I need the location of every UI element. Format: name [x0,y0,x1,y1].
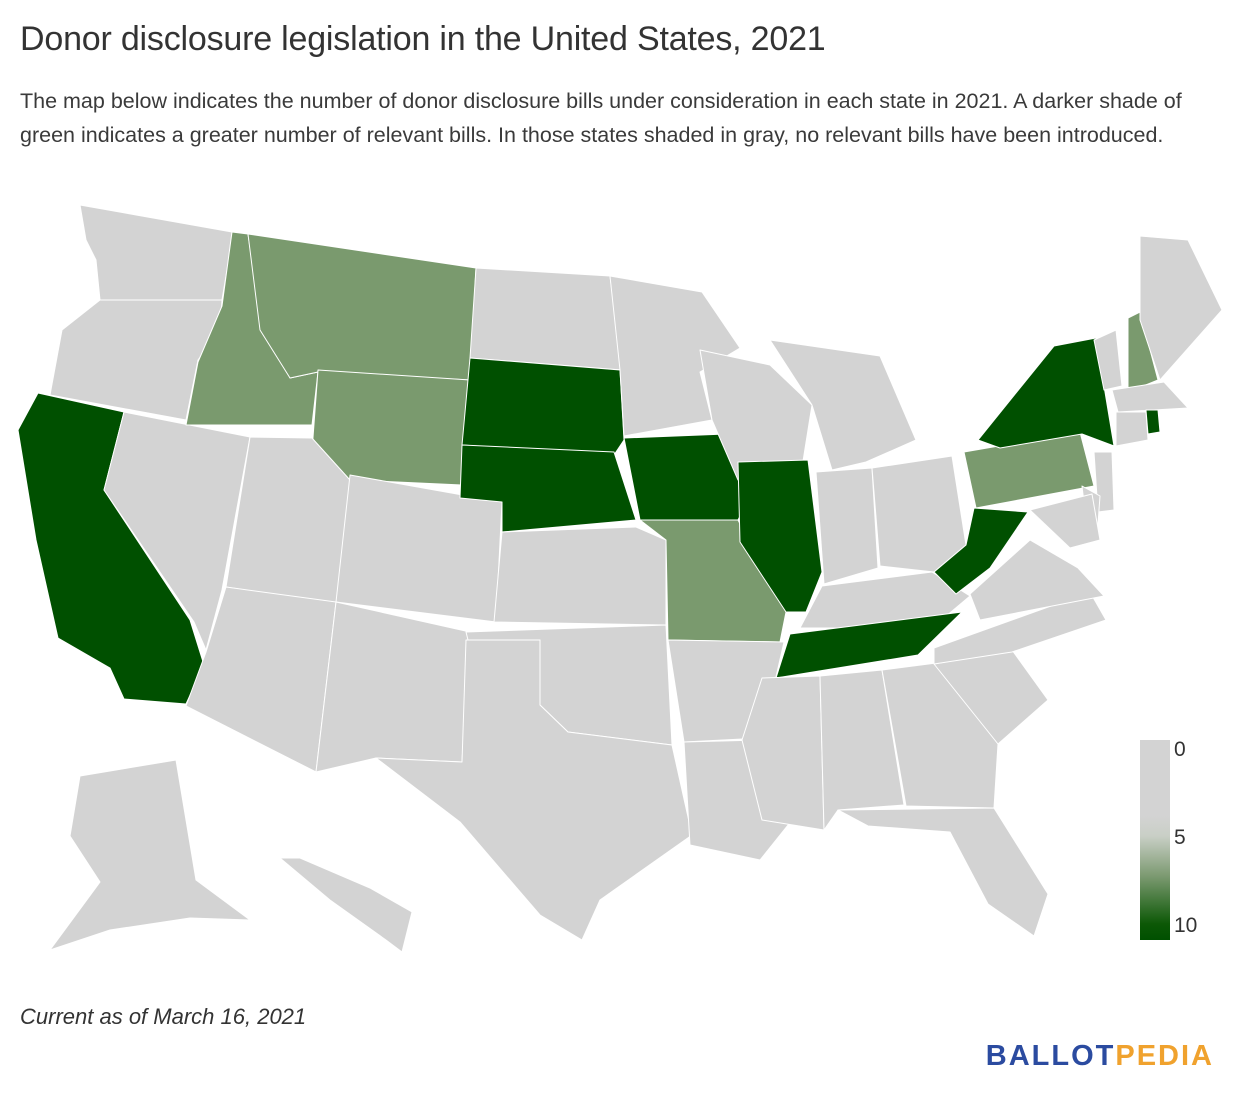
state-kansas[interactable] [493,526,667,626]
state-massachusetts[interactable] [1111,381,1189,413]
state-vermont[interactable] [1093,329,1123,391]
logo-part-1: BALLOT [985,1040,1116,1072]
legend-tick-low: 0 [1174,738,1186,761]
state-north-dakota[interactable] [469,267,623,371]
state-minnesota[interactable] [609,275,741,437]
state-maine[interactable] [1139,235,1223,381]
state-south-dakota[interactable] [461,357,625,456]
ballotpedia-logo[interactable]: BALLOTPEDIA [986,1040,1214,1073]
state-new-mexico[interactable] [315,601,471,773]
state-washington[interactable] [79,204,233,301]
state-michigan[interactable] [769,339,917,471]
legend-tick-mid: 5 [1174,826,1186,849]
legend-color-bar [1140,740,1170,940]
state-arizona[interactable] [185,586,337,773]
state-mississippi[interactable] [741,675,825,831]
state-rhode-island[interactable] [1145,409,1161,435]
state-alaska[interactable] [49,759,251,951]
state-new-york[interactable] [977,337,1115,449]
us-map [17,204,1223,953]
state-west-virginia[interactable] [933,507,1029,595]
state-illinois[interactable] [737,459,823,613]
state-ohio[interactable] [871,455,967,573]
state-texas[interactable] [375,639,693,941]
legend-tick-high: 10 [1174,914,1198,937]
state-hawaii[interactable] [279,857,413,953]
state-connecticut[interactable] [1115,411,1149,447]
chart-subtitle: The map below indicates the number of do… [20,89,1182,147]
logo-part-2: PEDIA [1115,1040,1214,1072]
state-kentucky[interactable] [799,571,971,629]
state-new-hampshire[interactable] [1127,311,1159,393]
state-virginia[interactable] [969,539,1105,621]
chart-title: Donor disclosure legislation in the Unit… [20,20,826,58]
state-alabama[interactable] [819,669,905,831]
state-montana[interactable] [247,233,477,381]
state-indiana[interactable] [815,467,879,585]
state-maryland[interactable] [1029,493,1101,549]
state-tennessee[interactable] [775,611,963,679]
state-florida[interactable] [837,807,1049,937]
source-note: Current as of March 16, 2021 [20,1004,307,1029]
